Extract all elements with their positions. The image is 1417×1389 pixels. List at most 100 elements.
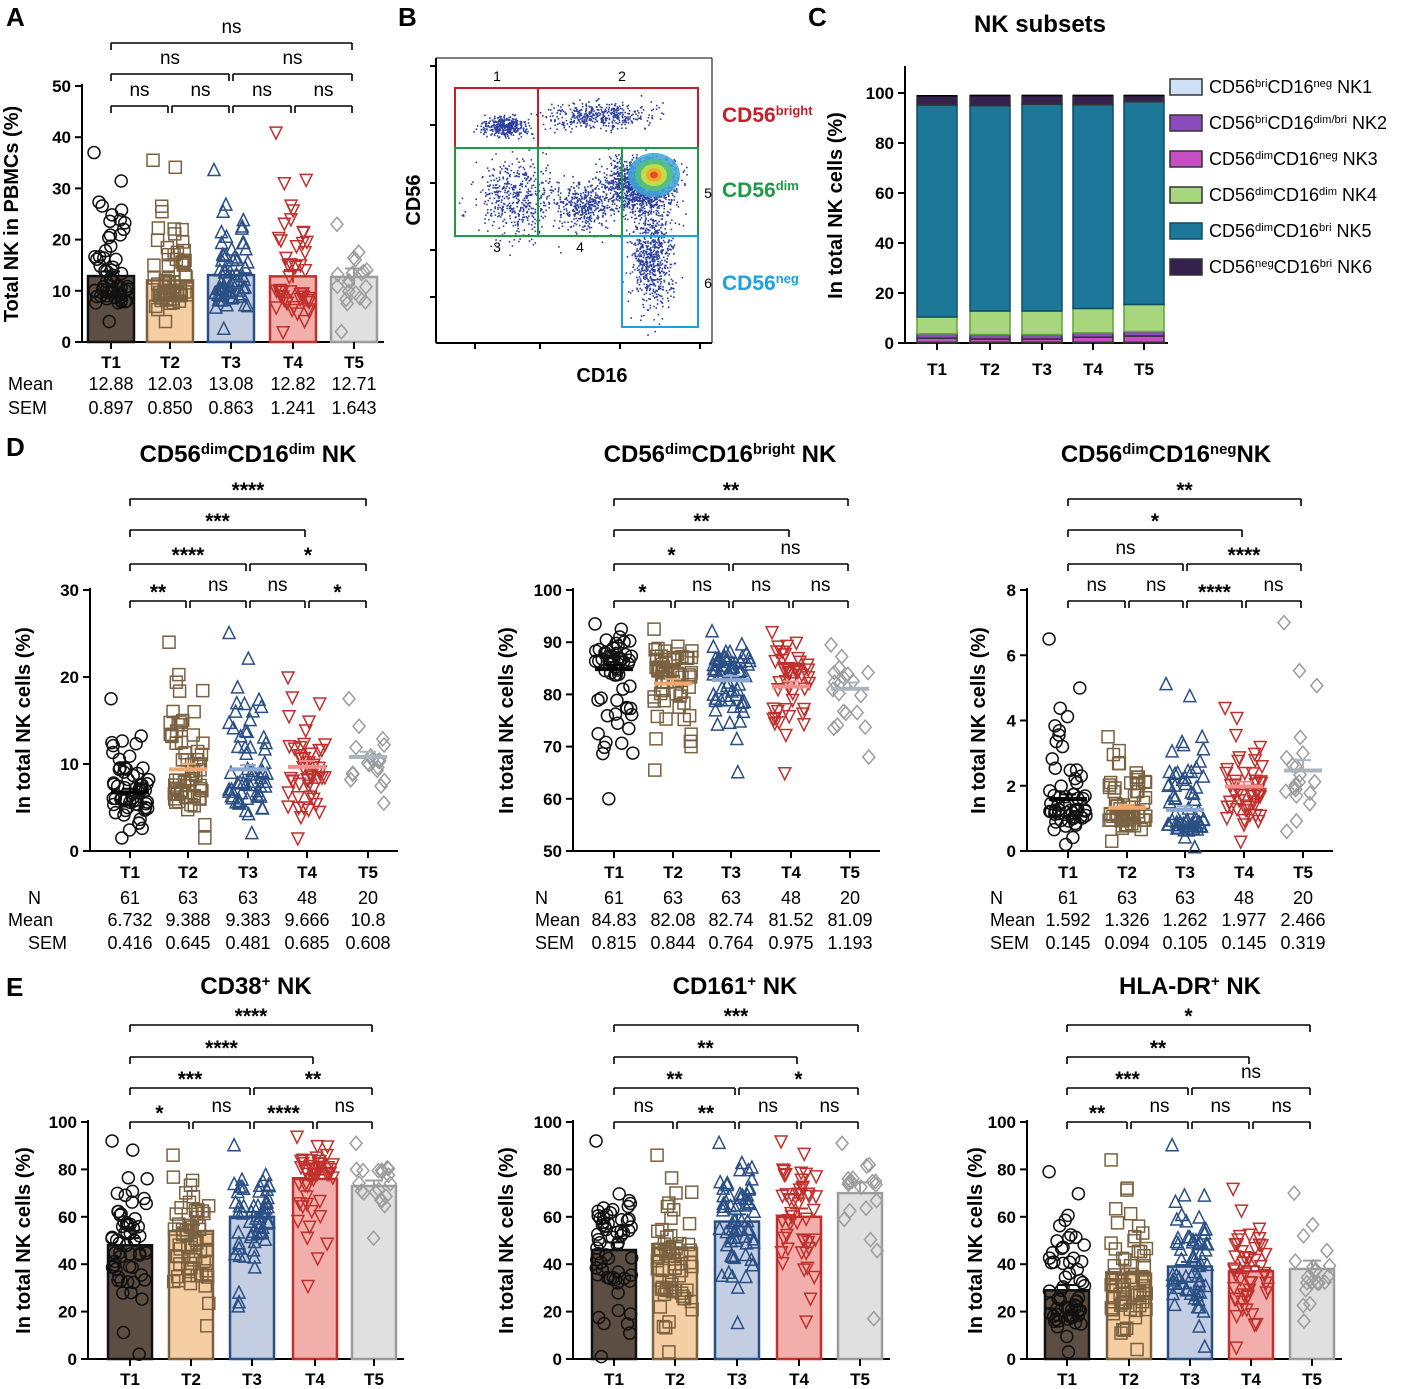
event-dot (606, 167, 609, 170)
event-dot (648, 298, 650, 300)
event-dot (667, 300, 670, 302)
event-dot (585, 107, 588, 110)
event-dot (621, 115, 624, 118)
event-dot (623, 209, 625, 211)
event-dot (647, 279, 650, 281)
event-dot (643, 283, 646, 286)
data-point (352, 718, 367, 735)
significance-label: **** (172, 544, 206, 567)
event-dot (662, 233, 665, 236)
event-dot (591, 200, 594, 203)
event-dot (490, 212, 493, 215)
event-dot (645, 203, 648, 205)
data-point (280, 671, 296, 686)
event-dot (499, 166, 502, 168)
event-dot (648, 210, 651, 212)
event-dot (663, 266, 666, 269)
event-dot (615, 186, 617, 188)
event-dot (579, 113, 582, 116)
event-dot (500, 120, 502, 123)
event-dot (646, 261, 649, 264)
event-dot (577, 213, 579, 215)
event-dot (488, 169, 490, 172)
data-point (619, 700, 634, 715)
event-dot (604, 213, 607, 216)
stacked-segment (1072, 94, 1114, 106)
data-point (722, 714, 737, 730)
event-dot (633, 190, 636, 192)
event-dot (608, 118, 611, 121)
event-dot (599, 113, 602, 115)
event-dot (604, 179, 607, 182)
event-dot (539, 202, 542, 205)
event-dot (629, 194, 632, 197)
event-dot (640, 315, 643, 317)
data-point (340, 276, 355, 293)
data-point (717, 649, 732, 665)
event-dot (643, 299, 645, 301)
event-dot (603, 198, 606, 200)
event-dot (596, 217, 598, 219)
event-dot (651, 259, 654, 261)
event-dot (578, 120, 581, 123)
event-dot (635, 193, 638, 196)
event-dot (524, 130, 527, 133)
event-dot (530, 207, 533, 210)
event-dot (650, 206, 652, 209)
event-dot (526, 132, 528, 135)
event-dot (668, 282, 670, 284)
event-dot (528, 180, 531, 182)
superscript: dim (1255, 150, 1273, 162)
legend-swatch (1169, 78, 1203, 96)
event-dot (657, 196, 660, 199)
event-dot (598, 182, 601, 185)
event-dot (527, 188, 530, 191)
event-dot (657, 251, 659, 254)
event-dot (659, 275, 661, 278)
event-dot (652, 279, 655, 281)
event-dot (582, 122, 585, 124)
event-dot (673, 244, 676, 247)
event-dot (660, 251, 662, 254)
event-dot (651, 260, 653, 262)
event-dot (495, 177, 498, 180)
event-dot (485, 122, 488, 125)
event-dot (506, 177, 509, 180)
event-dot (636, 255, 638, 258)
event-dot (653, 291, 656, 294)
event-dot (516, 170, 519, 172)
event-dot (522, 199, 525, 201)
x-tick-label: T1 (120, 863, 140, 882)
event-dot (631, 191, 633, 194)
event-dot (619, 169, 622, 172)
event-dot (635, 196, 638, 198)
event-dot (523, 121, 526, 123)
data-point (599, 633, 614, 647)
event-dot (475, 198, 478, 201)
event-dot (534, 242, 537, 244)
event-dot (602, 112, 605, 115)
y-tick-label: 100 (866, 84, 894, 103)
event-dot (494, 207, 497, 210)
event-dot (590, 198, 593, 201)
event-dot (501, 128, 504, 130)
event-dot (573, 202, 576, 204)
event-dot (655, 219, 657, 222)
event-dot (561, 222, 564, 225)
event-dot (527, 192, 530, 195)
superscript: neg (1313, 78, 1332, 90)
event-dot (516, 172, 519, 174)
event-dot (615, 166, 617, 169)
event-dot (629, 118, 631, 120)
event-dot (644, 212, 646, 215)
event-dot (576, 203, 579, 206)
event-dot (592, 213, 595, 216)
event-dot (628, 181, 630, 184)
event-dot (645, 299, 648, 302)
event-dot (670, 263, 673, 266)
event-dot (577, 112, 579, 114)
event-dot (677, 205, 680, 208)
event-dot (488, 218, 490, 221)
event-dot (525, 211, 528, 214)
significance-label: ns (160, 48, 180, 69)
